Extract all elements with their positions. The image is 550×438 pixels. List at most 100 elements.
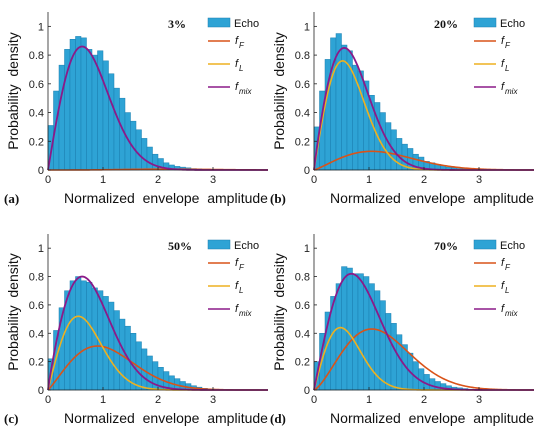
legend-f-L-subscript: L xyxy=(505,286,509,295)
echo-bar xyxy=(69,280,76,391)
legend-echo-label: Echo xyxy=(234,240,259,252)
y-tick-label: 0 xyxy=(304,385,310,397)
y-tick-label: 1 xyxy=(38,243,44,255)
echo-bar xyxy=(379,300,386,391)
panel-label: (a) xyxy=(4,191,19,206)
echo-bar xyxy=(113,87,120,171)
x-tick-label: 1 xyxy=(366,394,372,406)
echo-bar xyxy=(352,273,359,391)
y-axis-label: Probability density xyxy=(271,253,287,371)
legend-f-mix-label: f xyxy=(235,303,239,315)
echo-bar xyxy=(434,381,441,391)
chart-panel-d: 0 1 2 3 0 0.2 0.4 0.6 0.8 1 Normalized envelope am… xyxy=(270,234,534,426)
legend-f-L-label: f xyxy=(501,280,505,292)
echo-bar xyxy=(75,36,82,171)
x-tick-label: 1 xyxy=(100,174,106,186)
legend-f-L-subscript: L xyxy=(505,64,509,73)
y-tick-label: 0.2 xyxy=(29,136,44,148)
legend-f-mix-subscript: mix xyxy=(505,309,518,318)
echo-bar xyxy=(80,37,87,171)
y-tick-label: 0.2 xyxy=(295,357,310,369)
y-tick-label: 0.8 xyxy=(295,272,310,284)
x-tick-label: 1 xyxy=(100,394,106,406)
echo-bar xyxy=(385,313,392,391)
legend-f-F-subscript: F xyxy=(239,263,245,272)
legend-echo-swatch xyxy=(473,239,497,250)
panel-label: (c) xyxy=(4,411,18,426)
y-tick-label: 0.6 xyxy=(29,300,44,312)
echo-bar xyxy=(108,301,115,391)
legend-f-F-subscript: F xyxy=(239,41,245,50)
x-tick-label: 0 xyxy=(45,394,51,406)
legend-f-F-label: f xyxy=(501,35,505,47)
y-tick-label: 0.2 xyxy=(29,357,44,369)
x-tick-label: 3 xyxy=(476,174,482,186)
legend-f-mix-label: f xyxy=(501,303,505,315)
legend-f-L-subscript: L xyxy=(239,286,243,295)
legend-f-F-label: f xyxy=(235,257,239,269)
y-tick-label: 1 xyxy=(304,243,310,255)
y-tick-label: 0.8 xyxy=(29,50,44,62)
chart-panel-c: 0 1 2 3 0 0.2 0.4 0.6 0.8 1 Normalized envelope am… xyxy=(4,234,268,426)
legend-f-L-label: f xyxy=(501,58,505,70)
y-tick-label: 0.6 xyxy=(29,79,44,91)
legend-echo-swatch xyxy=(207,239,231,250)
y-tick-label: 0 xyxy=(38,385,44,397)
legend-f-mix-subscript: mix xyxy=(505,87,518,96)
y-tick-label: 0.2 xyxy=(295,136,310,148)
chart-panel-b: 0 1 2 3 0 0.2 0.4 0.6 0.8 1 Normalized envelope am… xyxy=(270,12,534,206)
x-tick-label: 0 xyxy=(311,394,317,406)
echo-bar xyxy=(86,49,93,171)
legend-echo-swatch xyxy=(473,17,497,28)
echo-bar xyxy=(113,310,120,391)
x-tick-label: 3 xyxy=(210,174,216,186)
legend-echo-label: Echo xyxy=(500,240,525,252)
echo-bar xyxy=(341,44,348,171)
legend-f-mix-label: f xyxy=(501,81,505,93)
x-tick-label: 3 xyxy=(476,394,482,406)
x-tick-label: 2 xyxy=(421,394,427,406)
x-axis-label: Normalized envelope amplitude xyxy=(64,410,268,426)
y-tick-label: 0.4 xyxy=(29,108,44,120)
echo-bar xyxy=(75,276,82,391)
legend-f-L-label: f xyxy=(235,58,239,70)
echo-bar xyxy=(152,153,159,171)
y-axis-label: Probability density xyxy=(271,32,287,150)
echo-bar xyxy=(108,73,115,171)
y-axis-label: Probability density xyxy=(5,253,21,371)
echo-bar xyxy=(80,280,87,391)
y-tick-label: 0.8 xyxy=(29,272,44,284)
percentage-annotation: 50% xyxy=(168,239,192,253)
x-tick-label: 2 xyxy=(421,174,427,186)
x-axis-label: Normalized envelope amplitude xyxy=(330,190,534,206)
y-tick-label: 0.4 xyxy=(295,328,310,340)
y-tick-label: 0.6 xyxy=(295,300,310,312)
legend-f-F-subscript: F xyxy=(505,41,511,50)
panel-label: (b) xyxy=(270,191,286,206)
legend-f-mix-label: f xyxy=(235,81,239,93)
legend-f-F-subscript: F xyxy=(505,263,511,272)
echo-bar xyxy=(141,138,148,171)
y-tick-label: 0 xyxy=(38,165,44,177)
y-tick-label: 0 xyxy=(304,165,310,177)
percentage-annotation: 3% xyxy=(168,17,186,31)
y-tick-label: 1 xyxy=(304,21,310,33)
x-tick-label: 0 xyxy=(311,174,317,186)
echo-bar xyxy=(346,267,353,391)
echo-bar xyxy=(390,323,397,391)
panel-label: (d) xyxy=(270,411,286,426)
legend-echo-label: Echo xyxy=(500,18,525,30)
x-tick-label: 3 xyxy=(210,394,216,406)
echo-bar xyxy=(102,60,109,171)
x-axis-label: Normalized envelope amplitude xyxy=(64,190,268,206)
x-tick-label: 2 xyxy=(155,174,161,186)
y-tick-label: 0.6 xyxy=(295,79,310,91)
echo-bar xyxy=(335,283,342,391)
legend-f-mix-subscript: mix xyxy=(239,87,252,96)
chart-panel-a: 0 1 2 3 0 0.2 0.4 0.6 0.8 1 Normalized envelope am… xyxy=(4,12,268,206)
y-tick-label: 0.4 xyxy=(295,108,310,120)
